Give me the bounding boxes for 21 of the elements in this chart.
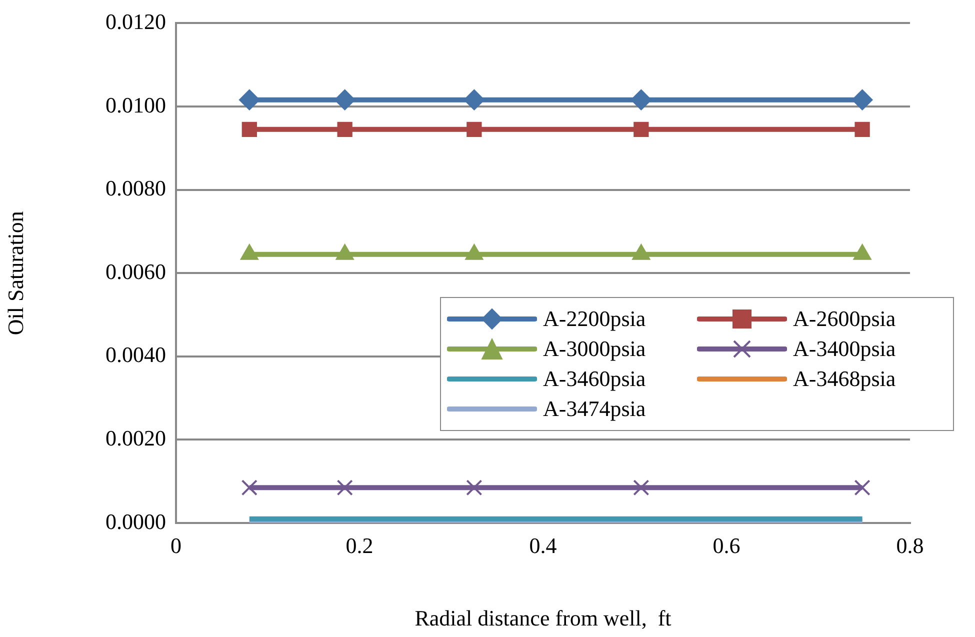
legend-label: A-2600psia <box>793 306 896 332</box>
y-tick-label: 0.0040 <box>106 342 166 368</box>
y-tick-label: 0.0120 <box>106 8 166 34</box>
x-tick-label: 0.6 <box>712 532 740 558</box>
y-axis-title: Oil Saturation <box>2 211 28 336</box>
legend-label: A-2200psia <box>543 306 646 332</box>
x-tick-label: 0.4 <box>529 532 557 558</box>
y-tick-label: 0.0060 <box>106 258 166 284</box>
x-tick-label: 0 <box>170 532 182 558</box>
legend-label: A-3000psia <box>543 336 646 362</box>
legend-label: A-3460psia <box>543 366 646 392</box>
x-tick-label: 0.2 <box>346 532 374 558</box>
y-tick-label: 0.0080 <box>106 176 166 201</box>
x-tick-label: 0.8 <box>896 532 924 558</box>
legend-label: A-3474psia <box>543 396 646 422</box>
y-tick-label: 0.0020 <box>106 425 166 450</box>
y-tick-label: 0.0000 <box>106 508 166 534</box>
legend-label: A-3400psia <box>793 336 896 362</box>
x-axis-title: Radial distance from well, ft <box>414 606 672 631</box>
y-tick-label: 0.0100 <box>106 92 166 118</box>
legend-label: A-3468psia <box>793 366 896 392</box>
